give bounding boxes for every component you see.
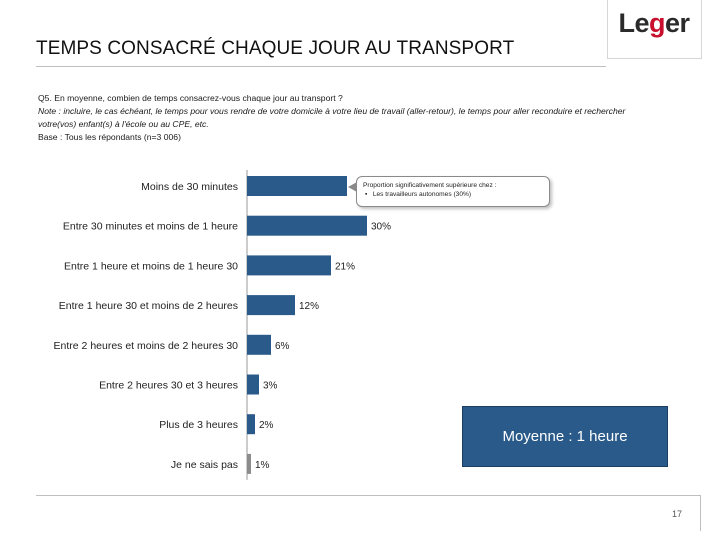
significance-callout: Proportion significativement supérieure … [356, 176, 550, 207]
footer-divider-vertical [700, 495, 701, 531]
data-label: 1% [255, 460, 270, 471]
page-title: TEMPS CONSACRÉ CHAQUE JOUR AU TRANSPORT [36, 38, 515, 59]
title-divider [36, 66, 606, 67]
logo-text-post: er [664, 8, 690, 38]
category-label: Entre 2 heures et moins de 2 heures 30 [54, 340, 239, 352]
data-label: 3% [263, 381, 278, 392]
page-number: 17 [672, 509, 683, 519]
data-label: 6% [275, 341, 290, 352]
callout-line-2: ▪ Les travailleurs autonomes (30%) [363, 190, 543, 199]
category-label: Entre 1 heure 30 et moins de 2 heures [59, 300, 238, 312]
question-block: Q5. En moyenne, combien de temps consacr… [38, 92, 658, 144]
data-label: 21% [335, 261, 355, 272]
bar [247, 255, 331, 276]
bar [247, 295, 295, 316]
footer-divider [36, 495, 700, 496]
data-label: 12% [299, 301, 319, 312]
bar [247, 374, 259, 395]
bar [247, 215, 367, 236]
category-label: Entre 2 heures 30 et 3 heures [99, 380, 238, 392]
question-note: Note : incluire, le cas échéant, le temp… [38, 106, 626, 129]
logo-text-accent: g [648, 8, 666, 38]
data-label: 30% [371, 222, 391, 233]
question-text: Q5. En moyenne, combien de temps consacr… [38, 93, 343, 103]
category-label: Entre 1 heure et moins de 1 heure 30 [64, 260, 238, 272]
logo-text-pre: Le [618, 8, 649, 38]
bar [247, 176, 347, 196]
bar [247, 453, 251, 474]
category-label: Je ne sais pas [171, 459, 238, 471]
bar [247, 414, 255, 435]
question-base: Base : Tous les répondants (n=3 006) [38, 132, 181, 142]
category-label: Moins de 30 minutes [141, 181, 238, 193]
callout-line-1: Proportion significativement supérieure … [363, 182, 497, 189]
callout-pointer [348, 182, 357, 192]
category-label: Entre 30 minutes et moins de 1 heure [63, 221, 238, 233]
callout-line-2-text: Les travailleurs autonomes (30%) [372, 191, 472, 198]
data-label: 2% [259, 420, 274, 431]
leger-logo: Leger [612, 8, 696, 39]
bar [247, 334, 271, 355]
logo-box [607, 0, 702, 59]
callout-bullet: ▪ [365, 191, 368, 198]
mean-box: Moyenne : 1 heure [462, 406, 668, 467]
category-label: Plus de 3 heures [159, 419, 238, 431]
